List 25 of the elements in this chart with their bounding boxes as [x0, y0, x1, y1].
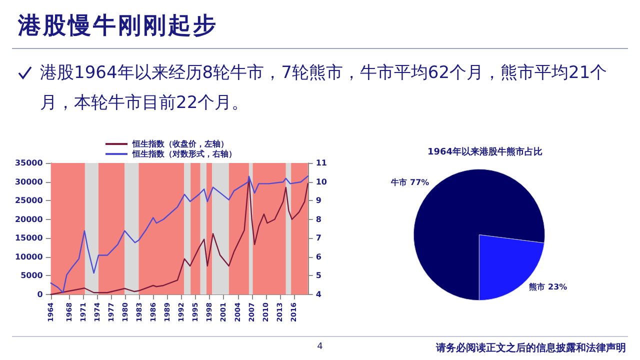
- y2-tick-label: 6: [316, 252, 322, 262]
- y2-tick-label: 7: [316, 234, 322, 243]
- chart-title: 1964年以来港股牛熊市占比: [427, 146, 543, 158]
- y-tick-label: 25000: [14, 196, 44, 206]
- y-tick-label: 15000: [14, 234, 44, 243]
- y2-tick-label: 5: [316, 271, 322, 280]
- slice-label: 牛市 77%: [390, 177, 430, 188]
- text: 请务必阅读正文之后的信息披露和法律声明: [436, 341, 626, 355]
- y-tick-label: 10000: [14, 252, 44, 262]
- y-tick-label: 5000: [20, 271, 44, 280]
- text: 4: [317, 342, 323, 352]
- y2-tick-label: 8: [316, 214, 322, 224]
- chart-title: 港股慢牛刚刚起步: [18, 12, 218, 41]
- y-tick-label: 35000: [14, 158, 44, 168]
- y2-tick-label: 4: [316, 290, 322, 300]
- y2-tick-label: 11: [316, 158, 328, 168]
- slice-label: 熊市 23%: [529, 281, 568, 292]
- legend-label: 恒生指数（收盘价，左轴）: [132, 140, 228, 148]
- y-tick-label: 0: [37, 290, 44, 300]
- y-tick-label: 20000: [14, 214, 44, 224]
- chart-subtitle: 港股1964年以来经历8轮牛市，7轮熊市，牛市平均62个月，熊市平均21个月，本轮牛市目前22个月。: [40, 62, 608, 115]
- y-tick-label: 30000: [14, 177, 44, 186]
- legend-label: 恒生指数（对数形式，右轴）: [132, 150, 236, 158]
- y2-tick-label: 9: [316, 196, 322, 206]
- y2-tick-label: 10: [316, 177, 328, 186]
